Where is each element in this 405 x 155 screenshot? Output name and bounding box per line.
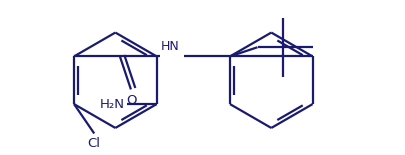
- Text: Cl: Cl: [88, 137, 101, 150]
- Text: HN: HN: [161, 40, 180, 53]
- Text: H₂N: H₂N: [100, 98, 125, 111]
- Text: O: O: [127, 94, 137, 107]
